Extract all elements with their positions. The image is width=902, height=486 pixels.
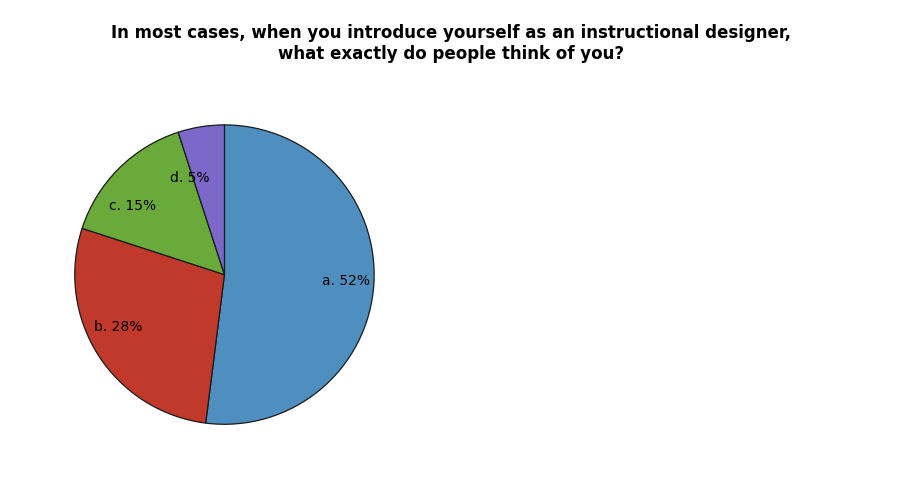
Text: a. 52%: a. 52%: [321, 274, 369, 288]
Wedge shape: [178, 125, 225, 275]
Wedge shape: [75, 228, 225, 423]
Text: b. 28%: b. 28%: [94, 320, 143, 334]
Text: d. 5%: d. 5%: [170, 172, 209, 186]
Text: In most cases, when you introduce yourself as an instructional designer,
what ex: In most cases, when you introduce yourse…: [111, 24, 791, 63]
Legend: a. They don’t know what an instructional design job is, b. A tech person, c. Ins: a. They don’t know what an instructional…: [497, 225, 897, 325]
Wedge shape: [82, 132, 225, 275]
Text: c. 15%: c. 15%: [108, 199, 155, 213]
Wedge shape: [206, 125, 373, 424]
